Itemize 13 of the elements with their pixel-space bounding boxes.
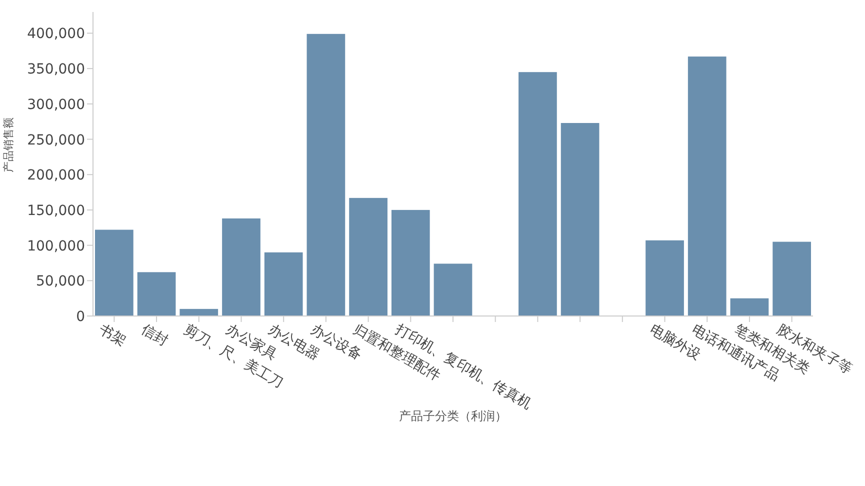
y-tick-label: 150,000: [27, 202, 85, 219]
y-tick-label: 400,000: [27, 26, 85, 42]
y-tick-label: 300,000: [27, 96, 85, 113]
y-tick-label: 250,000: [27, 132, 85, 148]
y-axis-title: 产品销售额: [2, 118, 15, 172]
y-tick-label: 0: [76, 309, 85, 325]
y-tick-label: 50,000: [36, 274, 85, 290]
x-tick-label: 书架: [96, 322, 128, 350]
y-tick-label: 350,000: [27, 62, 85, 78]
x-axis-title: 产品子分类（利润）: [399, 409, 507, 423]
x-tick-label: 信封: [138, 322, 171, 350]
y-tick-label: 100,000: [27, 238, 85, 254]
y-tick-label: 200,000: [27, 168, 85, 184]
